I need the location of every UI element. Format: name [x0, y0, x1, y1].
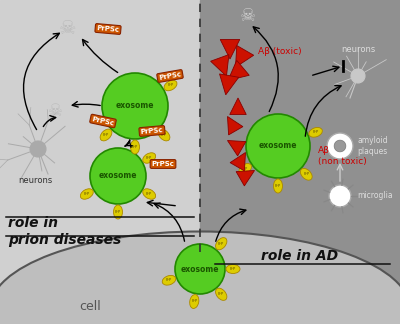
Text: role in AD: role in AD	[262, 249, 338, 263]
Text: PrPSc: PrPSc	[140, 127, 164, 135]
Ellipse shape	[130, 140, 140, 154]
Text: PrP: PrP	[103, 133, 109, 137]
Ellipse shape	[80, 189, 93, 199]
Text: PrPSc: PrPSc	[152, 161, 174, 167]
Text: PrP: PrP	[146, 192, 152, 196]
Text: PrP: PrP	[230, 267, 236, 271]
Ellipse shape	[239, 164, 252, 174]
Text: ☠: ☠	[240, 7, 256, 25]
Ellipse shape	[216, 237, 227, 250]
Text: PrP: PrP	[132, 145, 138, 149]
Polygon shape	[220, 40, 240, 59]
Polygon shape	[211, 54, 229, 76]
Text: amyloid
plaques: amyloid plaques	[357, 136, 388, 156]
Text: PrP: PrP	[242, 167, 248, 171]
Circle shape	[30, 141, 46, 157]
Text: PrP: PrP	[146, 156, 152, 160]
Polygon shape	[228, 116, 243, 135]
Circle shape	[102, 73, 168, 139]
Polygon shape	[220, 74, 239, 95]
Circle shape	[175, 244, 225, 294]
Polygon shape	[230, 98, 246, 114]
Ellipse shape	[190, 295, 199, 308]
Text: PrP: PrP	[275, 184, 281, 188]
Text: microglia: microglia	[357, 191, 393, 201]
Text: PrP: PrP	[167, 84, 174, 87]
Ellipse shape	[162, 275, 176, 285]
Ellipse shape	[158, 129, 170, 141]
Text: exosome: exosome	[116, 101, 154, 110]
Text: neurons: neurons	[341, 45, 375, 54]
Ellipse shape	[114, 205, 122, 219]
Ellipse shape	[216, 288, 227, 300]
Text: PrPSc: PrPSc	[158, 71, 182, 81]
Circle shape	[334, 140, 346, 152]
Circle shape	[246, 114, 310, 178]
Text: PrPSc: PrPSc	[91, 116, 115, 126]
Ellipse shape	[143, 153, 156, 163]
Polygon shape	[236, 170, 254, 186]
Ellipse shape	[100, 129, 112, 141]
Polygon shape	[236, 45, 254, 67]
Text: ☠: ☠	[48, 102, 62, 120]
Text: exosome: exosome	[259, 142, 297, 151]
Text: cell: cell	[79, 299, 101, 313]
Polygon shape	[228, 60, 249, 80]
Text: PrP: PrP	[115, 210, 121, 214]
Ellipse shape	[309, 127, 322, 137]
Ellipse shape	[0, 232, 400, 324]
Ellipse shape	[226, 264, 240, 273]
Text: ☠: ☠	[59, 19, 77, 39]
Ellipse shape	[274, 179, 282, 193]
Ellipse shape	[164, 80, 177, 91]
Text: exosome: exosome	[181, 264, 219, 273]
Bar	[200, 0, 400, 324]
Circle shape	[329, 185, 351, 207]
Text: PrP: PrP	[303, 172, 310, 176]
Text: PrP: PrP	[218, 292, 224, 296]
Polygon shape	[230, 153, 246, 171]
Text: neurons: neurons	[18, 176, 52, 185]
Circle shape	[327, 133, 353, 159]
Text: PrP: PrP	[84, 192, 90, 196]
Polygon shape	[228, 141, 246, 156]
Bar	[0, 0, 200, 324]
Text: PrP: PrP	[166, 278, 172, 282]
Ellipse shape	[300, 168, 312, 180]
Ellipse shape	[143, 189, 156, 199]
Text: PrP: PrP	[161, 133, 167, 137]
Text: PrP: PrP	[191, 299, 197, 304]
Text: role in
prion diseases: role in prion diseases	[8, 216, 121, 247]
Circle shape	[351, 69, 365, 83]
Circle shape	[90, 148, 146, 204]
Text: Aβ (toxic): Aβ (toxic)	[258, 48, 302, 56]
Text: PrPSc: PrPSc	[96, 25, 120, 33]
Text: PrP: PrP	[218, 242, 224, 246]
Text: Aβ
(non toxic): Aβ (non toxic)	[318, 146, 367, 166]
Text: exosome: exosome	[99, 171, 137, 180]
Text: PrP: PrP	[312, 130, 319, 134]
